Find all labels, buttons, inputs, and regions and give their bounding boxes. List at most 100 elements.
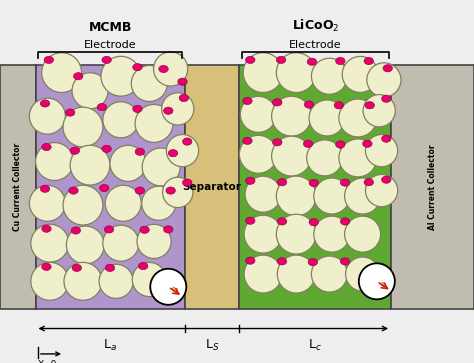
Circle shape: [102, 56, 111, 64]
Circle shape: [72, 264, 82, 272]
Ellipse shape: [131, 65, 167, 102]
Ellipse shape: [99, 264, 133, 298]
Circle shape: [40, 185, 50, 192]
Ellipse shape: [314, 178, 350, 214]
Circle shape: [307, 58, 317, 65]
Circle shape: [97, 103, 107, 111]
Circle shape: [42, 263, 51, 270]
Ellipse shape: [342, 56, 378, 93]
Ellipse shape: [276, 214, 316, 254]
Circle shape: [304, 101, 314, 108]
Circle shape: [140, 226, 149, 233]
Circle shape: [364, 179, 374, 186]
Circle shape: [382, 135, 391, 142]
Circle shape: [276, 56, 286, 64]
Circle shape: [340, 179, 350, 186]
Circle shape: [308, 258, 318, 266]
Circle shape: [70, 147, 80, 154]
Ellipse shape: [245, 176, 281, 212]
Text: Al Current Collector: Al Current Collector: [428, 144, 437, 230]
Circle shape: [71, 227, 81, 234]
Ellipse shape: [110, 145, 146, 182]
Bar: [239, 65, 391, 309]
Ellipse shape: [243, 53, 283, 93]
Circle shape: [104, 226, 114, 233]
Text: Electrode: Electrode: [84, 40, 137, 50]
Ellipse shape: [36, 143, 73, 180]
Text: r$_P$: r$_P$: [380, 280, 388, 290]
Circle shape: [364, 57, 374, 65]
Text: L$_c$: L$_c$: [308, 338, 322, 353]
Ellipse shape: [240, 96, 276, 132]
Ellipse shape: [276, 176, 316, 216]
Circle shape: [277, 218, 287, 225]
Circle shape: [365, 102, 374, 109]
Circle shape: [363, 140, 372, 147]
Ellipse shape: [307, 140, 343, 176]
Bar: [185, 65, 239, 309]
Text: MCMB: MCMB: [89, 21, 132, 34]
Ellipse shape: [345, 216, 381, 252]
Ellipse shape: [63, 107, 103, 147]
Circle shape: [102, 145, 111, 152]
Text: Separator: Separator: [182, 182, 242, 192]
Ellipse shape: [367, 63, 401, 97]
Bar: [391, 65, 474, 309]
Text: Cu Current Collector: Cu Current Collector: [13, 143, 22, 231]
Circle shape: [133, 105, 142, 113]
Circle shape: [42, 143, 51, 151]
Ellipse shape: [101, 56, 141, 96]
Circle shape: [69, 187, 78, 194]
Circle shape: [135, 187, 145, 194]
Circle shape: [44, 56, 54, 64]
Ellipse shape: [311, 58, 347, 94]
Circle shape: [105, 264, 115, 272]
Ellipse shape: [365, 175, 398, 207]
Ellipse shape: [132, 262, 166, 297]
Ellipse shape: [239, 135, 277, 173]
Circle shape: [309, 219, 319, 226]
Circle shape: [336, 57, 345, 65]
Text: L$_a$: L$_a$: [103, 338, 117, 353]
Circle shape: [340, 258, 350, 265]
Circle shape: [182, 179, 192, 186]
Ellipse shape: [314, 216, 350, 252]
Ellipse shape: [339, 139, 377, 177]
Bar: [36, 65, 185, 309]
Circle shape: [135, 148, 145, 155]
Ellipse shape: [309, 100, 345, 136]
Circle shape: [303, 140, 313, 147]
Ellipse shape: [29, 98, 65, 134]
Ellipse shape: [31, 224, 69, 262]
Circle shape: [277, 258, 287, 265]
Circle shape: [100, 184, 109, 192]
Circle shape: [246, 56, 255, 64]
Circle shape: [382, 176, 391, 183]
Circle shape: [246, 177, 255, 184]
Ellipse shape: [137, 224, 171, 258]
Ellipse shape: [103, 225, 139, 261]
Circle shape: [334, 102, 344, 109]
Ellipse shape: [66, 226, 104, 264]
Circle shape: [65, 109, 75, 116]
Ellipse shape: [244, 215, 282, 253]
Ellipse shape: [142, 148, 180, 186]
Ellipse shape: [64, 262, 102, 300]
Text: L$_S$: L$_S$: [205, 338, 219, 353]
Text: Electrode: Electrode: [289, 40, 342, 50]
Circle shape: [40, 100, 50, 107]
Circle shape: [336, 141, 345, 148]
Ellipse shape: [142, 186, 176, 220]
Circle shape: [277, 179, 287, 186]
Ellipse shape: [154, 52, 188, 86]
Circle shape: [138, 262, 148, 270]
Ellipse shape: [311, 256, 347, 292]
Circle shape: [179, 94, 189, 102]
Circle shape: [246, 257, 255, 264]
Ellipse shape: [150, 269, 186, 305]
Circle shape: [309, 179, 319, 187]
Ellipse shape: [277, 255, 315, 293]
Ellipse shape: [163, 177, 193, 208]
Circle shape: [383, 65, 392, 72]
Ellipse shape: [103, 102, 139, 138]
